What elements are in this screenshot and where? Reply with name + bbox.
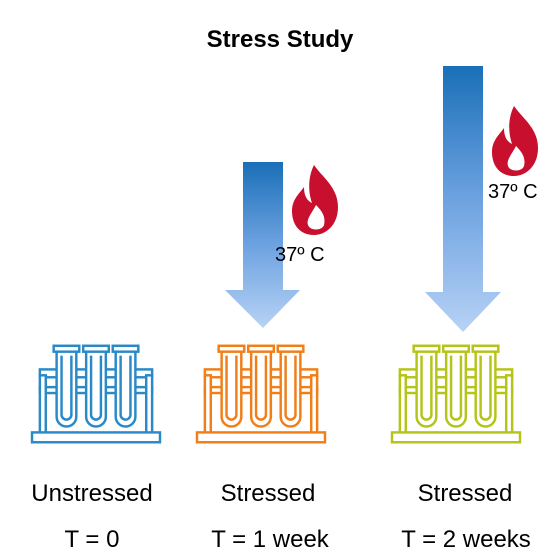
group-label: Unstressed xyxy=(31,480,152,507)
group-time: T = 2 weeks xyxy=(401,526,531,553)
flame-icon xyxy=(492,106,538,176)
title: Stress Study xyxy=(207,26,354,53)
temperature: 37º C xyxy=(275,244,325,266)
arrow xyxy=(425,66,501,332)
arrow xyxy=(225,162,300,328)
group-label: Stressed xyxy=(221,480,316,507)
test-tube-rack xyxy=(30,344,162,444)
test-tube-rack xyxy=(390,344,522,444)
group-time: T = 1 week xyxy=(211,526,330,553)
test-tube-rack xyxy=(195,344,327,444)
temperature: 37º C xyxy=(488,181,538,203)
flame-icon xyxy=(292,165,338,235)
group-label: Stressed xyxy=(418,480,513,507)
group-time: T = 0 xyxy=(65,526,120,553)
